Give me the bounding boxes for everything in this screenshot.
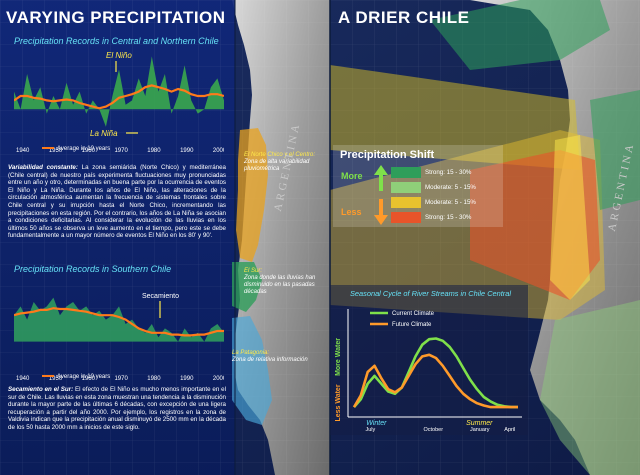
shift-swatch <box>391 212 421 223</box>
x-tick-label: 1990 <box>180 376 194 382</box>
x-tick-label: 1940 <box>16 148 30 154</box>
more-label: More <box>341 171 363 181</box>
river-chart-panel: Seasonal Cycle of River Streams in Chile… <box>330 285 528 435</box>
river-x-tick: October <box>423 427 443 433</box>
river-x-tick: January <box>470 427 490 433</box>
paragraph-drying-text: El efecto de El Niño es mucho menos impo… <box>8 386 226 431</box>
river-x-tick: July <box>366 427 376 433</box>
y-bottom-label: Less Water <box>335 384 342 421</box>
region-north-head: El Norte Chico y el Centro: <box>244 152 316 158</box>
x-tick-label: 1980 <box>147 148 161 154</box>
region-south-label: El Sur: Zona donde las lluvias han dismi… <box>244 268 328 296</box>
la-nina-label: La Niña <box>90 129 118 138</box>
legend-label: Average in 10 years <box>57 374 110 380</box>
up-arrow-icon <box>374 165 388 191</box>
shift-row-label: Strong: 15 - 30% <box>425 214 472 221</box>
river-legend-label: Current Climate <box>392 311 435 317</box>
region-north-text: Zona de alta variabilidad pluviométrica <box>244 159 310 172</box>
secamiento-label: Secamiento <box>142 293 179 300</box>
x-tick-label: 1950 <box>49 376 63 382</box>
x-tick-label: 1960 <box>82 148 96 154</box>
river-chart: More Water Less Water Current Climate Futur… <box>335 309 522 433</box>
shift-row-label: Strong: 15 - 30% <box>425 169 472 176</box>
chart1: 1940 1950 1960 1970 1980 1990 2000 Average in 1… <box>14 51 224 154</box>
region-patagonia-label: La Patagonia: Zona de relativa informaci… <box>232 350 322 364</box>
x-tick-label: 1960 <box>82 376 96 382</box>
shift-band-green-top <box>430 0 610 70</box>
x-tick-label: 1980 <box>147 376 161 382</box>
precipitation-shift-title: Precipitation Shift <box>340 149 435 161</box>
shift-band-green-right <box>590 90 640 210</box>
shift-band-yellow-narrow <box>550 135 590 300</box>
chart1-title: Precipitation Records in Central and Nor… <box>14 36 219 46</box>
paragraph-drying: Secamiento en el Sur: El efecto de El Ni… <box>8 386 226 432</box>
x-tick-label: 1990 <box>180 148 194 154</box>
shift-swatch <box>391 167 421 178</box>
right-panel-title: A DRIER CHILE <box>338 8 470 27</box>
paragraph-variability-text: La zona semiárida (Norte Chico) y medite… <box>8 164 226 240</box>
legend-label: Average in 10 years <box>57 146 110 152</box>
shift-row-label: Moderate: 5 - 15% <box>425 199 476 206</box>
el-nino-label: El Niño <box>106 51 132 60</box>
river-series-line <box>353 337 518 409</box>
y-top-label: More Water <box>335 338 342 376</box>
x-tick-label: 2000 <box>213 148 224 154</box>
shift-band-green-bottom <box>540 300 640 475</box>
paragraph-variability: Variabilidad constante: La zona semiárid… <box>8 164 226 240</box>
avg-line <box>14 307 224 337</box>
shift-band-north <box>330 65 580 170</box>
season-summer: Summer <box>466 420 493 427</box>
avg-line <box>14 84 224 110</box>
shift-row-label: Moderate: 5 - 15% <box>425 184 476 191</box>
river-x-tick: April <box>504 427 515 433</box>
season-winter: Winter <box>366 420 387 427</box>
x-tick-label: 1970 <box>114 148 128 154</box>
region-south-text: Zona donde las lluvias han disminuido en… <box>244 275 316 295</box>
left-panel-title: VARYING PRECIPITATION <box>6 8 226 27</box>
x-tick-label: 1950 <box>49 148 63 154</box>
region-patagonia-text: Zona de relativa información <box>232 357 308 363</box>
region-patagonia-head: La Patagonia: <box>232 350 270 356</box>
chart2: 1940 1950 1960 1970 1980 1990 2000 Average in 1… <box>14 293 224 382</box>
shift-swatch <box>391 197 421 208</box>
region-north-overlay <box>236 128 268 262</box>
shift-arrows <box>374 165 388 225</box>
river-legend-label: Future Climate <box>392 322 432 328</box>
chart2-title: Precipitation Records in Southern Chile <box>14 264 172 274</box>
down-arrow-icon <box>374 199 388 225</box>
region-patagonia-overlay <box>232 316 272 425</box>
region-north-label: El Norte Chico y el Centro: Zona de alta… <box>244 152 330 173</box>
less-label: Less <box>341 207 362 217</box>
precip-area <box>14 56 224 127</box>
x-tick-label: 1970 <box>114 376 128 382</box>
paragraph-variability-lead: Variabilidad constante: <box>8 164 78 171</box>
shift-swatch <box>391 182 421 193</box>
region-south-head: El Sur: <box>244 268 263 274</box>
region-south-overlay <box>232 262 262 312</box>
x-tick-label: 2000 <box>213 376 224 382</box>
river-chart-title: Seasonal Cycle of River Streams in Chile… <box>350 289 512 298</box>
precipitation-shift-legend: Precipitation Shift More Less Strong: 15… <box>333 145 503 227</box>
paragraph-drying-lead: Secamiento en el Sur: <box>8 386 74 393</box>
river-series-line <box>352 353 518 409</box>
x-tick-label: 1940 <box>16 376 30 382</box>
